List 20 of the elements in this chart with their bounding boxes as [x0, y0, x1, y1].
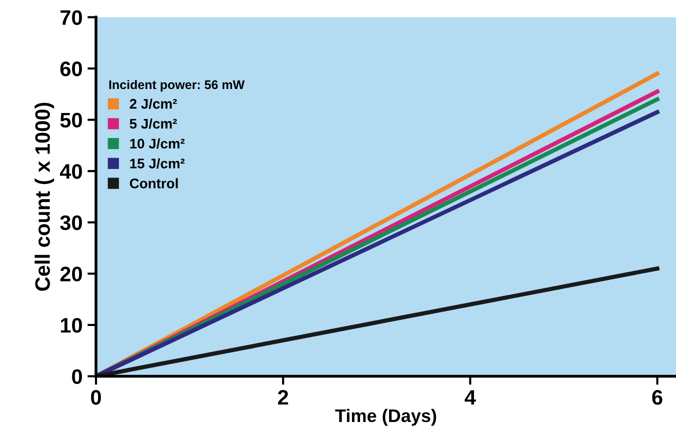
x-axis-title: Time (Days) [335, 408, 436, 426]
x-tick-label: 2 [278, 390, 288, 405]
legend-title: Incident power: 56 mW [109, 80, 245, 92]
x-tick-label: 6 [652, 390, 662, 405]
y-tick-label: 20 [60, 266, 82, 282]
legend-label: 10 J/cm² [130, 138, 185, 149]
legend-label: 5 J/cm² [130, 118, 177, 129]
y-tick-label: 40 [60, 164, 82, 179]
y-tick-label: 0 [72, 369, 82, 384]
legend-label: Control [130, 178, 178, 188]
legend-label: 2 J/cm² [130, 98, 177, 109]
y-tick-label: 10 [60, 318, 82, 333]
x-tick-label: 0 [91, 390, 101, 405]
x-tick-label: 4 [464, 390, 476, 405]
legend-label: 15 J/cm² [130, 158, 185, 169]
y-tick-label: 70 [60, 10, 82, 25]
y-tick-label: 50 [60, 112, 82, 128]
y-tick-label: 60 [60, 61, 82, 76]
y-axis-title: Cell count ( x 1000) [34, 102, 54, 291]
y-tick-label: 30 [60, 215, 82, 230]
